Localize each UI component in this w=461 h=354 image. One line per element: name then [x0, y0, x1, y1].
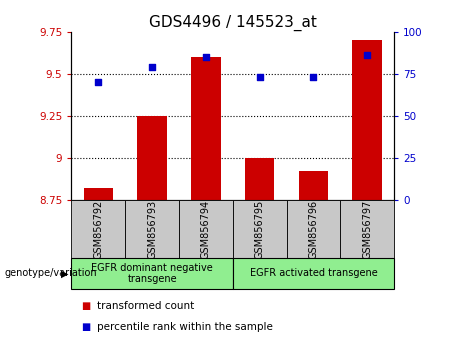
Bar [71, 258, 233, 289]
Text: GSM856792: GSM856792 [93, 200, 103, 259]
Bar [83, 188, 113, 200]
Text: EGFR dominant negative
transgene: EGFR dominant negative transgene [91, 263, 213, 284]
Text: ■: ■ [81, 322, 90, 332]
Text: genotype/variation: genotype/variation [5, 268, 97, 279]
Bar [71, 200, 125, 258]
Title: GDS4496 / 145523_at: GDS4496 / 145523_at [149, 14, 317, 30]
Bar [299, 171, 328, 200]
Text: GSM856796: GSM856796 [308, 200, 319, 259]
Text: GSM856795: GSM856795 [254, 200, 265, 259]
Point [310, 74, 317, 80]
Text: GSM856797: GSM856797 [362, 200, 372, 259]
Text: ■: ■ [81, 301, 90, 311]
Text: ▶: ▶ [61, 268, 69, 279]
Point [95, 80, 102, 85]
Bar [137, 116, 167, 200]
Point [364, 53, 371, 58]
Bar [245, 158, 274, 200]
Bar [233, 258, 394, 289]
Bar [233, 200, 287, 258]
Text: EGFR activated transgene: EGFR activated transgene [249, 268, 378, 279]
Bar [287, 200, 340, 258]
Bar [353, 40, 382, 200]
Text: GSM856794: GSM856794 [201, 200, 211, 259]
Bar [179, 200, 233, 258]
Point [148, 64, 156, 70]
Point [202, 54, 210, 60]
Bar [340, 200, 394, 258]
Bar [191, 57, 221, 200]
Bar [125, 200, 179, 258]
Text: percentile rank within the sample: percentile rank within the sample [97, 322, 273, 332]
Text: transformed count: transformed count [97, 301, 194, 311]
Text: GSM856793: GSM856793 [147, 200, 157, 259]
Point [256, 74, 263, 80]
